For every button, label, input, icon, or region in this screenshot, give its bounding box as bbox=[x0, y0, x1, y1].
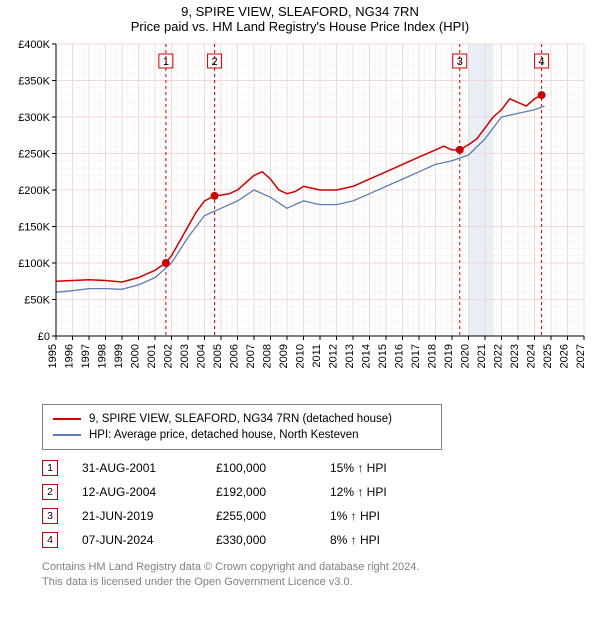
event-diff: 1% ↑ HPI bbox=[330, 509, 440, 523]
svg-text:2011: 2011 bbox=[311, 344, 323, 368]
svg-text:£150K: £150K bbox=[18, 222, 50, 234]
svg-text:2019: 2019 bbox=[443, 344, 455, 368]
svg-text:2008: 2008 bbox=[262, 344, 274, 368]
svg-text:2026: 2026 bbox=[559, 344, 571, 368]
legend-swatch bbox=[53, 418, 81, 420]
svg-text:4: 4 bbox=[539, 56, 545, 68]
legend-item: HPI: Average price, detached house, Nort… bbox=[53, 427, 431, 443]
chart-legend: 9, SPIRE VIEW, SLEAFORD, NG34 7RN (detac… bbox=[42, 404, 442, 450]
svg-text:2020: 2020 bbox=[460, 344, 472, 368]
svg-text:2010: 2010 bbox=[295, 344, 307, 368]
svg-text:2025: 2025 bbox=[542, 344, 554, 368]
svg-text:£100K: £100K bbox=[18, 258, 50, 270]
event-row: 1 31-AUG-2001 £100,000 15% ↑ HPI bbox=[42, 456, 592, 480]
svg-text:2013: 2013 bbox=[344, 344, 356, 368]
event-marker-box: 3 bbox=[42, 508, 58, 524]
svg-text:1999: 1999 bbox=[113, 344, 125, 368]
svg-text:2015: 2015 bbox=[377, 344, 389, 368]
svg-text:2005: 2005 bbox=[212, 344, 224, 368]
svg-text:1: 1 bbox=[163, 56, 169, 68]
events-table: 1 31-AUG-2001 £100,000 15% ↑ HPI 2 12-AUG-200… bbox=[42, 456, 592, 552]
event-row: 4 07-JUN-2024 £330,000 8% ↑ HPI bbox=[42, 528, 592, 552]
event-date: 31-AUG-2001 bbox=[82, 461, 192, 475]
svg-text:2023: 2023 bbox=[509, 344, 521, 368]
footer-line2: This data is licensed under the Open Gov… bbox=[42, 575, 592, 590]
svg-text:2002: 2002 bbox=[163, 344, 175, 368]
event-price: £192,000 bbox=[216, 485, 306, 499]
svg-text:3: 3 bbox=[457, 56, 463, 68]
event-price: £100,000 bbox=[216, 461, 306, 475]
event-date: 21-JUN-2019 bbox=[82, 509, 192, 523]
chart-title-line2: Price paid vs. HM Land Registry's House … bbox=[8, 19, 592, 34]
svg-text:2021: 2021 bbox=[476, 344, 488, 368]
event-marker-box: 1 bbox=[42, 460, 58, 476]
chart-svg: 1 2 3 4 £0 £50K £100K £150K £200K £250K £300K £350K… bbox=[8, 36, 592, 396]
svg-text:1998: 1998 bbox=[97, 344, 109, 368]
chart-title-line1: 9, SPIRE VIEW, SLEAFORD, NG34 7RN bbox=[8, 4, 592, 19]
event-diff: 15% ↑ HPI bbox=[330, 461, 440, 475]
legend-label: HPI: Average price, detached house, Nort… bbox=[89, 429, 359, 441]
svg-text:2017: 2017 bbox=[410, 344, 422, 368]
legend-item: 9, SPIRE VIEW, SLEAFORD, NG34 7RN (detac… bbox=[53, 411, 431, 427]
svg-text:£350K: £350K bbox=[18, 76, 50, 88]
svg-text:2001: 2001 bbox=[146, 344, 158, 368]
event-price: £255,000 bbox=[216, 509, 306, 523]
svg-text:£400K: £400K bbox=[18, 39, 50, 51]
svg-text:£50K: £50K bbox=[24, 295, 50, 307]
event-row: 3 21-JUN-2019 £255,000 1% ↑ HPI bbox=[42, 504, 592, 528]
svg-text:2004: 2004 bbox=[196, 344, 208, 368]
chart-footer: Contains HM Land Registry data © Crown c… bbox=[42, 560, 592, 590]
svg-text:2024: 2024 bbox=[526, 344, 538, 368]
event-marker-box: 2 bbox=[42, 484, 58, 500]
legend-label: 9, SPIRE VIEW, SLEAFORD, NG34 7RN (detac… bbox=[89, 413, 392, 425]
event-marker-box: 4 bbox=[42, 532, 58, 548]
svg-text:2014: 2014 bbox=[361, 344, 373, 368]
event-diff: 12% ↑ HPI bbox=[330, 485, 440, 499]
svg-text:2007: 2007 bbox=[245, 344, 257, 368]
svg-text:1997: 1997 bbox=[80, 344, 92, 368]
svg-text:1996: 1996 bbox=[64, 344, 76, 368]
svg-text:2009: 2009 bbox=[278, 344, 290, 368]
svg-text:2: 2 bbox=[212, 56, 218, 68]
event-diff: 8% ↑ HPI bbox=[330, 533, 440, 547]
legend-swatch bbox=[53, 434, 81, 436]
event-date: 07-JUN-2024 bbox=[82, 533, 192, 547]
svg-text:£250K: £250K bbox=[18, 149, 50, 161]
svg-text:2016: 2016 bbox=[394, 344, 406, 368]
event-date: 12-AUG-2004 bbox=[82, 485, 192, 499]
svg-text:£0: £0 bbox=[38, 331, 50, 343]
svg-text:2018: 2018 bbox=[427, 344, 439, 368]
footer-line1: Contains HM Land Registry data © Crown c… bbox=[42, 560, 592, 575]
svg-text:£200K: £200K bbox=[18, 185, 50, 197]
svg-text:2012: 2012 bbox=[328, 344, 340, 368]
svg-text:2027: 2027 bbox=[575, 344, 587, 368]
event-price: £330,000 bbox=[216, 533, 306, 547]
line-chart: 1 2 3 4 £0 £50K £100K £150K £200K £250K £300K £350K… bbox=[8, 36, 592, 396]
svg-text:2000: 2000 bbox=[130, 344, 142, 368]
svg-text:1995: 1995 bbox=[47, 344, 59, 368]
svg-text:2022: 2022 bbox=[493, 344, 505, 368]
svg-text:£300K: £300K bbox=[18, 112, 50, 124]
svg-text:2006: 2006 bbox=[229, 344, 241, 368]
event-row: 2 12-AUG-2004 £192,000 12% ↑ HPI bbox=[42, 480, 592, 504]
svg-text:2003: 2003 bbox=[179, 344, 191, 368]
